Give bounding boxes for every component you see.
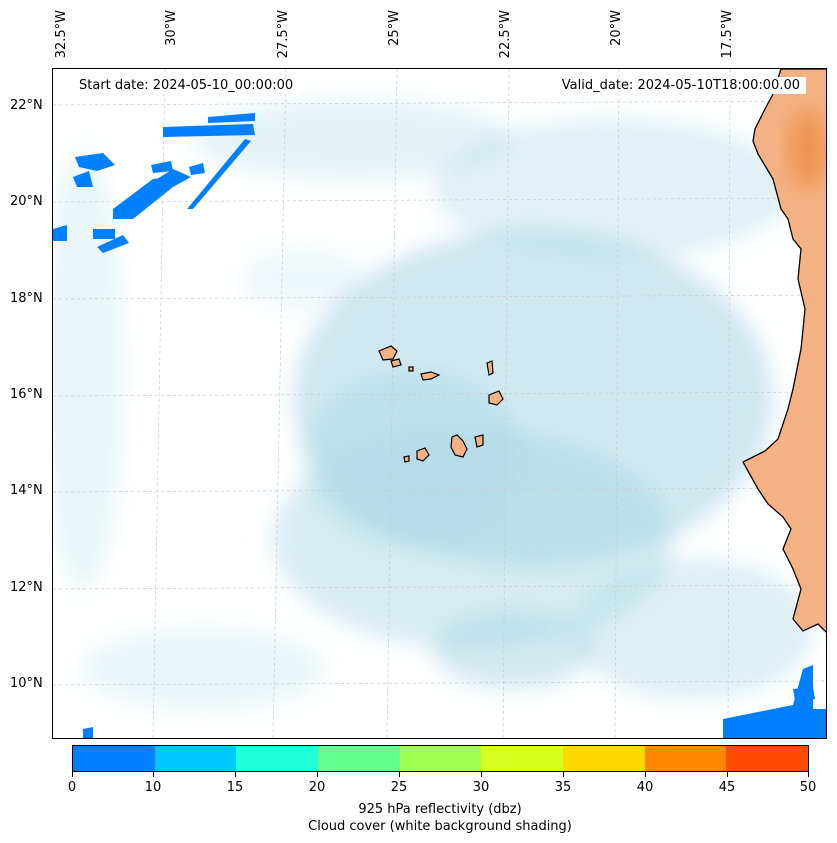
- colorbar-tick: [563, 772, 564, 777]
- colorbar-segment-7: [644, 746, 727, 771]
- colorbar-label-10: 10: [144, 780, 162, 795]
- colorbar-label-15: 15: [226, 780, 244, 795]
- land-africa: [742, 69, 826, 633]
- colorbar-tick: [153, 772, 154, 777]
- map-canvas: [53, 69, 826, 738]
- colorbar-segment-6: [563, 746, 645, 771]
- lat-label-10n: 10°N: [10, 676, 43, 691]
- colorbar-label-40: 40: [636, 780, 654, 795]
- colorbar-tick: [72, 772, 73, 777]
- cloud-cover-shading: [53, 99, 813, 709]
- lat-label-14n: 14°N: [10, 483, 43, 498]
- colorbar-segment-3: [318, 746, 400, 771]
- colorbar-label-35: 35: [554, 780, 572, 795]
- lon-label-32.5w: 32.5°W: [54, 10, 69, 59]
- colorbar: [72, 745, 809, 772]
- colorbar-tick: [645, 772, 646, 777]
- colorbar-segment-2: [236, 746, 319, 771]
- colorbar-tick: [808, 772, 809, 777]
- lat-label-16n: 16°N: [10, 387, 43, 402]
- colorbar-label-0: 0: [67, 780, 77, 795]
- lat-label-12n: 12°N: [10, 580, 43, 595]
- lon-label-30w: 30°W: [164, 10, 179, 46]
- colorbar-segment-0: [73, 746, 155, 771]
- map-panel: Start date: 2024-05-10_00:00:00 Valid_da…: [52, 68, 827, 739]
- colorbar-segment-5: [481, 746, 564, 771]
- colorbar-label-30: 30: [472, 780, 490, 795]
- colorbar-caption-line1: 925 hPa reflectivity (dbz): [358, 802, 522, 817]
- colorbar-label-45: 45: [718, 780, 736, 795]
- lat-label-18n: 18°N: [10, 291, 43, 306]
- colorbar-segment-4: [399, 746, 482, 771]
- valid-date-label: Valid_date: 2024-05-10T18:00:00.00: [555, 77, 806, 94]
- colorbar-label-50: 50: [799, 780, 817, 795]
- lon-label-25w: 25°W: [387, 10, 402, 46]
- colorbar-tick: [235, 772, 236, 777]
- cape-verde-islands: [378, 345, 504, 463]
- lon-label-20w: 20°W: [609, 10, 624, 46]
- lat-label-22n: 22°N: [10, 98, 43, 113]
- lon-label-17.5w: 17.5°W: [720, 10, 735, 59]
- lon-label-22.5w: 22.5°W: [498, 10, 513, 59]
- lon-label-27.5w: 27.5°W: [276, 10, 291, 59]
- colorbar-label-25: 25: [390, 780, 408, 795]
- colorbar-segment-1: [154, 746, 237, 771]
- colorbar-tick: [399, 772, 400, 777]
- reflectivity-patches: [53, 113, 826, 738]
- colorbar-tick: [727, 772, 728, 777]
- colorbar-caption-line2: Cloud cover (white background shading): [308, 819, 572, 834]
- colorbar-tick: [317, 772, 318, 777]
- colorbar-tick: [481, 772, 482, 777]
- colorbar-label-20: 20: [308, 780, 326, 795]
- graticule-lines: [53, 69, 826, 738]
- start-date-label: Start date: 2024-05-10_00:00:00: [73, 77, 300, 94]
- colorbar-segment-8: [726, 746, 809, 771]
- lat-label-20n: 20°N: [10, 194, 43, 209]
